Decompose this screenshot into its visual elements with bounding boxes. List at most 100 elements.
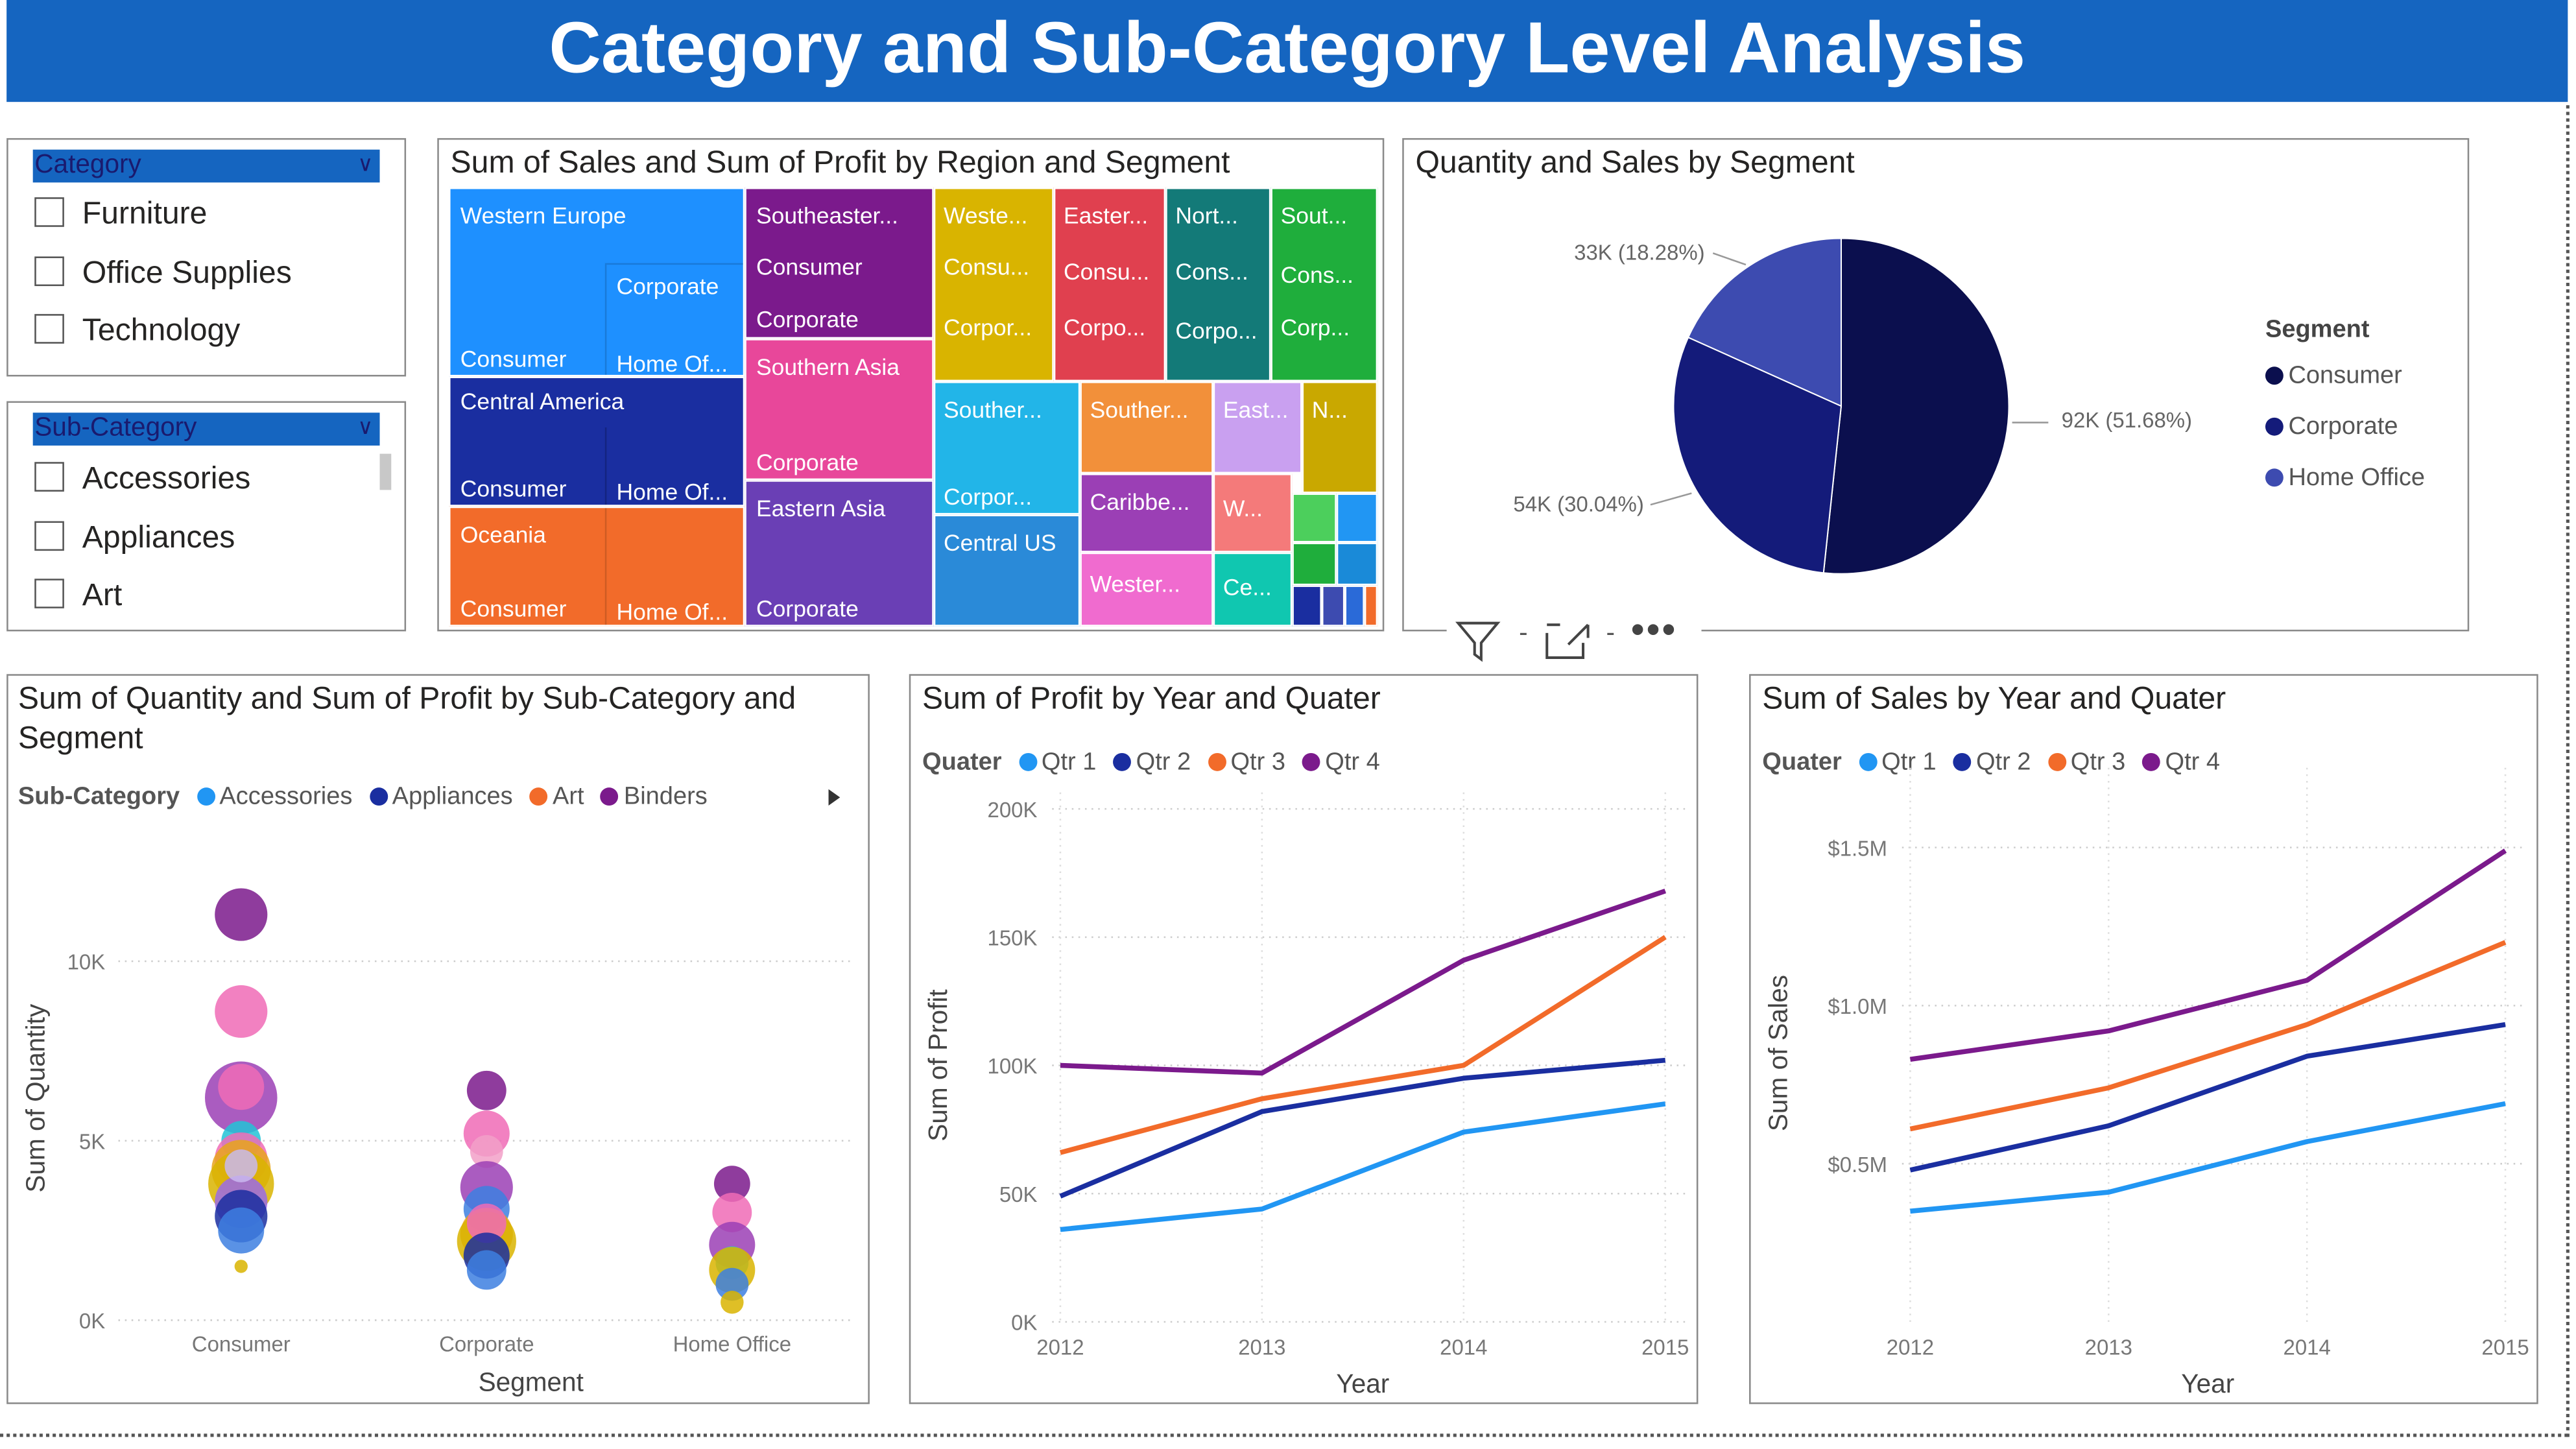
legend-item-qtr2[interactable]: Qtr 2 bbox=[1943, 748, 2031, 776]
y-axis-title: Sum of Profit bbox=[923, 989, 953, 1141]
legend-label: Corporate bbox=[2288, 413, 2398, 441]
legend-item-qtr3[interactable]: Qtr 3 bbox=[1198, 748, 1285, 776]
legend-item-qtr1[interactable]: Qtr 1 bbox=[1008, 748, 1096, 776]
treemap-tile-western-africa[interactable]: Weste... Consu... Corpor... bbox=[933, 187, 1054, 382]
treemap-tile-small[interactable] bbox=[1292, 585, 1322, 627]
chevron-down-icon[interactable]: ∨ bbox=[357, 414, 374, 439]
pie-card: Quantity and Sales by Segment 92K (51.68… bbox=[1402, 138, 2470, 632]
sales-legend: Quater Qtr 1 Qtr 2 Qtr 3 Qtr 4 bbox=[1762, 748, 2220, 776]
legend-label: Appliances bbox=[392, 782, 513, 811]
legend-item-art[interactable]: Art bbox=[519, 783, 584, 811]
treemap-label: Corporate bbox=[756, 449, 859, 475]
treemap-tile-western-europe[interactable]: Western Europe Consumer Corporate Home O… bbox=[449, 187, 745, 377]
checkbox[interactable] bbox=[34, 521, 64, 551]
legend-item-qtr3[interactable]: Qtr 3 bbox=[2038, 748, 2125, 776]
treemap-tile-western-us[interactable]: Wester... bbox=[1080, 552, 1213, 627]
scatter-point bbox=[234, 1260, 248, 1273]
checkbox[interactable] bbox=[34, 197, 64, 227]
profit-legend-title: Quater bbox=[922, 748, 1002, 776]
treemap-tile-east[interactable]: East... bbox=[1213, 381, 1302, 474]
treemap-subtile[interactable]: Corporate Home Of... bbox=[604, 263, 743, 377]
treemap-tile-ce[interactable]: Ce... bbox=[1213, 552, 1293, 627]
legend-item-qtr1[interactable]: Qtr 1 bbox=[1848, 748, 1937, 776]
legend-dot bbox=[1858, 752, 1877, 771]
treemap-tile-small[interactable] bbox=[1344, 585, 1365, 627]
slicer-item-furniture[interactable]: Furniture bbox=[34, 197, 207, 234]
slicer-item-technology[interactable]: Technology bbox=[34, 314, 240, 350]
sales-line-chart: $0.5M $1.0M $1.5M 2012 2013 2014 2015 Year Sum o… bbox=[1763, 767, 2529, 1398]
canvas-border-right bbox=[2566, 105, 2570, 1437]
legend-next-arrow-icon[interactable] bbox=[824, 786, 843, 809]
pie-legend-item-home-office[interactable]: Home Office bbox=[2265, 464, 2425, 492]
treemap-label: N... bbox=[1311, 396, 1348, 423]
treemap-tile-small[interactable] bbox=[1292, 493, 1337, 543]
canvas-border-bottom bbox=[0, 1433, 2568, 1437]
treemap-tile-caribbean[interactable]: Caribbe... bbox=[1080, 473, 1213, 553]
treemap-tile-southeastern-asia[interactable]: Southeaster... Consumer Corporate bbox=[745, 187, 934, 339]
filter-icon[interactable] bbox=[1453, 617, 1503, 663]
slicer-scrollbar[interactable] bbox=[379, 453, 392, 490]
treemap-label: Souther... bbox=[1090, 396, 1189, 423]
pie-legend-item-corporate[interactable]: Corporate bbox=[2265, 413, 2398, 440]
treemap-tile-small[interactable] bbox=[1292, 542, 1337, 586]
pie-legend-item-consumer[interactable]: Consumer bbox=[2265, 362, 2402, 390]
treemap-label: Sout... bbox=[1280, 202, 1348, 229]
treemap-tile-central-america[interactable]: Central America Consumer Home Of... bbox=[449, 376, 745, 507]
checkbox[interactable] bbox=[34, 256, 64, 287]
slicer-item-office-supplies[interactable]: Office Supplies bbox=[34, 256, 292, 293]
treemap-tile-southern-africa[interactable]: Souther... bbox=[1080, 381, 1213, 474]
treemap-tile-southern-us[interactable]: Souther... Corpor... bbox=[933, 381, 1080, 515]
treemap-tile-small[interactable] bbox=[1336, 542, 1378, 586]
treemap-label: Home Of... bbox=[616, 350, 728, 377]
treemap-tile-w[interactable]: W... bbox=[1213, 473, 1293, 553]
more-options-icon[interactable]: ••• bbox=[1630, 608, 1678, 653]
treemap-tile-south-america[interactable]: Sout... Cons... Corp... bbox=[1270, 187, 1378, 382]
scatter-card: Sum of Quantity and Sum of Profit by Sub… bbox=[6, 674, 870, 1404]
subcategory-slicer-header[interactable]: Sub-Category ∨ bbox=[32, 413, 380, 446]
category-slicer-header[interactable]: Category ∨ bbox=[32, 149, 380, 183]
checkbox[interactable] bbox=[34, 579, 64, 608]
slicer-item-accessories[interactable]: Accessories bbox=[34, 462, 250, 498]
treemap-subtile[interactable]: Home Of... bbox=[604, 508, 743, 625]
treemap-label: Souther... bbox=[943, 396, 1042, 423]
treemap-tile-n[interactable]: N... bbox=[1302, 381, 1378, 494]
treemap-tile-eastern-europe[interactable]: Easter... Consu... Corpo... bbox=[1053, 187, 1166, 382]
checkbox[interactable] bbox=[34, 462, 64, 492]
slicer-item-appliances[interactable]: Appliances bbox=[34, 521, 235, 558]
legend-item-accessories[interactable]: Accessories bbox=[187, 783, 352, 811]
treemap-tile-small[interactable] bbox=[1364, 585, 1378, 627]
title-banner: Category and Sub-Category Level Analysis bbox=[6, 0, 2568, 102]
toolbar-separator: - bbox=[1519, 619, 1528, 648]
treemap-tile-eastern-asia[interactable]: Eastern Asia Corporate bbox=[745, 480, 934, 627]
legend-label: Home Office bbox=[2288, 463, 2426, 492]
legend-item-qtr2[interactable]: Qtr 2 bbox=[1103, 748, 1191, 776]
slicer-item-art[interactable]: Art bbox=[34, 579, 122, 615]
line-series-qtr-4 bbox=[1909, 848, 2507, 1062]
chevron-down-icon[interactable]: ∨ bbox=[357, 151, 374, 176]
legend-item-binders[interactable]: Binders bbox=[591, 783, 708, 811]
treemap-tile-north-africa[interactable]: Nort... Cons... Corpo... bbox=[1165, 187, 1271, 382]
treemap-label: Central US bbox=[943, 529, 1056, 556]
treemap-tile-oceania[interactable]: Oceania Consumer Home Of... bbox=[449, 506, 745, 627]
treemap-tile-southern-asia[interactable]: Southern Asia Corporate bbox=[745, 339, 934, 481]
legend-label: Qtr 4 bbox=[2165, 748, 2221, 776]
treemap-tile-central-us[interactable]: Central US bbox=[933, 514, 1080, 627]
legend-label: Qtr 3 bbox=[2070, 748, 2126, 776]
treemap-tile-small[interactable] bbox=[1321, 585, 1345, 627]
legend-item-qtr4[interactable]: Qtr 4 bbox=[2132, 748, 2220, 776]
treemap-subtile[interactable]: Home Of... bbox=[604, 427, 743, 505]
y-tick-label: $0.5M bbox=[1828, 1153, 1887, 1177]
scatter-point bbox=[224, 1149, 258, 1182]
pie-chart: 92K (51.68%) 54K (30.04%) 33K (18.28%) bbox=[1513, 237, 2192, 575]
checkbox[interactable] bbox=[34, 314, 64, 344]
focus-mode-icon[interactable] bbox=[1542, 620, 1595, 663]
y-axis-title: Sum of Sales bbox=[1763, 975, 1793, 1131]
legend-item-qtr4[interactable]: Qtr 4 bbox=[1293, 748, 1380, 776]
scatter-point bbox=[715, 1267, 749, 1301]
treemap-tile-small[interactable] bbox=[1336, 493, 1378, 543]
scatter-point bbox=[470, 1134, 503, 1168]
x-tick-label: 2012 bbox=[1036, 1335, 1084, 1359]
legend-item-appliances[interactable]: Appliances bbox=[359, 783, 513, 811]
scatter-point bbox=[218, 1207, 265, 1254]
treemap-label: Consumer bbox=[756, 253, 863, 280]
